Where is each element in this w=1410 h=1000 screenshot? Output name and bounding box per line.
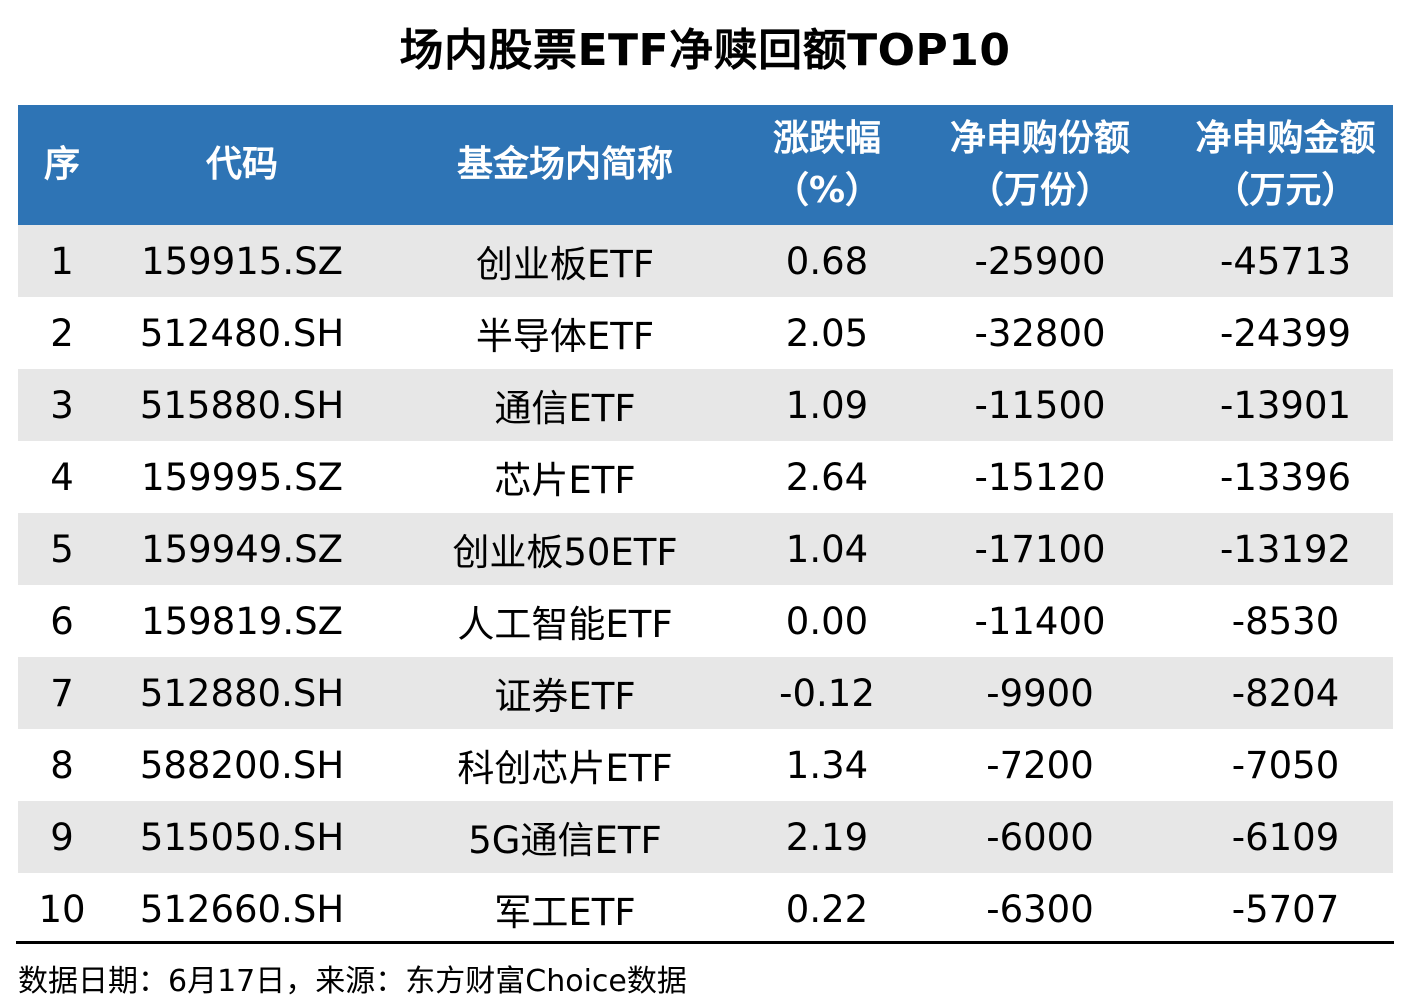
table-row: 1 159915.SZ 创业板ETF 0.68 -25900 -45713 [18,225,1393,297]
cell-change-pct: 0.68 [752,225,902,297]
etf-redemption-table: 序 代码 基金场内简称 涨跌幅 （%） 净申购份额 （万份） 净申购金额 （万元） 1 15991… [18,105,1393,945]
cell-net-subscription-amount: -8204 [1178,657,1393,729]
column-header-label: 基金场内简称 [456,144,673,185]
table-row: 10 512660.SH 军工ETF 0.22 -6300 -5707 [18,873,1393,945]
column-header-label: 涨跌幅 [772,118,881,159]
cell-seq: 1 [18,225,106,297]
cell-code: 515050.SH [106,801,378,873]
cell-seq: 4 [18,441,106,513]
table-body: 1 159915.SZ 创业板ETF 0.68 -25900 -45713 2 512480.… [18,225,1393,945]
cell-change-pct: 1.04 [752,513,902,585]
cell-net-subscription-amount: -5707 [1178,873,1393,945]
cell-net-subscription-shares: -32800 [902,297,1178,369]
cell-code: 159949.SZ [106,513,378,585]
column-header-unit: （万份） [967,170,1112,211]
cell-seq: 9 [18,801,106,873]
cell-code: 588200.SH [106,729,378,801]
cell-name: 半导体ETF [378,297,752,369]
cell-code: 159915.SZ [106,225,378,297]
cell-seq: 8 [18,729,106,801]
cell-net-subscription-shares: -11400 [902,585,1178,657]
column-header-net-subscription-shares: 净申购份额 （万份） [902,105,1178,225]
column-header-label: 序 [43,144,80,185]
cell-seq: 3 [18,369,106,441]
cell-net-subscription-amount: -13192 [1178,513,1393,585]
page-title: 场内股票ETF净赎回额TOP10 [399,25,1011,76]
cell-net-subscription-amount: -45713 [1178,225,1393,297]
cell-net-subscription-amount: -6109 [1178,801,1393,873]
cell-seq: 10 [18,873,106,945]
cell-net-subscription-amount: -13901 [1178,369,1393,441]
column-header-unit: （%） [772,170,882,211]
cell-code: 159819.SZ [106,585,378,657]
column-header-seq: 序 [18,105,106,225]
cell-name: 5G通信ETF [378,801,752,873]
table-row: 9 515050.SH 5G通信ETF 2.19 -6000 -6109 [18,801,1393,873]
cell-net-subscription-amount: -8530 [1178,585,1393,657]
cell-code: 515880.SH [106,369,378,441]
table-row: 8 588200.SH 科创芯片ETF 1.34 -7200 -7050 [18,729,1393,801]
footer-divider [16,941,1394,944]
cell-change-pct: -0.12 [752,657,902,729]
table-row: 6 159819.SZ 人工智能ETF 0.00 -11400 -8530 [18,585,1393,657]
cell-name: 芯片ETF [378,441,752,513]
cell-net-subscription-shares: -7200 [902,729,1178,801]
cell-code: 512480.SH [106,297,378,369]
cell-name: 创业板50ETF [378,513,752,585]
cell-name: 人工智能ETF [378,585,752,657]
cell-change-pct: 0.00 [752,585,902,657]
cell-net-subscription-amount: -7050 [1178,729,1393,801]
table-row: 2 512480.SH 半导体ETF 2.05 -32800 -24399 [18,297,1393,369]
column-header-net-subscription-amount: 净申购金额 （万元） [1178,105,1393,225]
column-header-unit: （万元） [1213,170,1358,211]
column-header-name: 基金场内简称 [378,105,752,225]
table-header: 序 代码 基金场内简称 涨跌幅 （%） 净申购份额 （万份） 净申购金额 （万元） [18,105,1393,225]
cell-name: 科创芯片ETF [378,729,752,801]
cell-net-subscription-shares: -9900 [902,657,1178,729]
cell-change-pct: 0.22 [752,873,902,945]
cell-change-pct: 2.64 [752,441,902,513]
cell-name: 通信ETF [378,369,752,441]
column-header-label: 净申购金额 [1195,118,1376,159]
cell-code: 512880.SH [106,657,378,729]
column-header-change-pct: 涨跌幅 （%） [752,105,902,225]
cell-seq: 2 [18,297,106,369]
cell-net-subscription-shares: -17100 [902,513,1178,585]
cell-name: 军工ETF [378,873,752,945]
table-header-row: 序 代码 基金场内简称 涨跌幅 （%） 净申购份额 （万份） 净申购金额 （万元） [18,105,1393,225]
cell-change-pct: 2.19 [752,801,902,873]
cell-change-pct: 2.05 [752,297,902,369]
cell-net-subscription-amount: -13396 [1178,441,1393,513]
cell-net-subscription-amount: -24399 [1178,297,1393,369]
cell-net-subscription-shares: -15120 [902,441,1178,513]
cell-net-subscription-shares: -25900 [902,225,1178,297]
data-source-note: 数据日期：6月17日，来源：东方财富Choice数据 [18,964,687,999]
cell-seq: 7 [18,657,106,729]
cell-net-subscription-shares: -6300 [902,873,1178,945]
cell-change-pct: 1.09 [752,369,902,441]
cell-seq: 6 [18,585,106,657]
table-row: 3 515880.SH 通信ETF 1.09 -11500 -13901 [18,369,1393,441]
cell-seq: 5 [18,513,106,585]
column-header-label: 代码 [205,144,278,185]
table-row: 4 159995.SZ 芯片ETF 2.64 -15120 -13396 [18,441,1393,513]
column-header-label: 净申购份额 [949,118,1130,159]
table-row: 5 159949.SZ 创业板50ETF 1.04 -17100 -13192 [18,513,1393,585]
cell-name: 证券ETF [378,657,752,729]
cell-name: 创业板ETF [378,225,752,297]
cell-net-subscription-shares: -6000 [902,801,1178,873]
table-row: 7 512880.SH 证券ETF -0.12 -9900 -8204 [18,657,1393,729]
column-header-code: 代码 [106,105,378,225]
cell-change-pct: 1.34 [752,729,902,801]
cell-net-subscription-shares: -11500 [902,369,1178,441]
cell-code: 159995.SZ [106,441,378,513]
cell-code: 512660.SH [106,873,378,945]
